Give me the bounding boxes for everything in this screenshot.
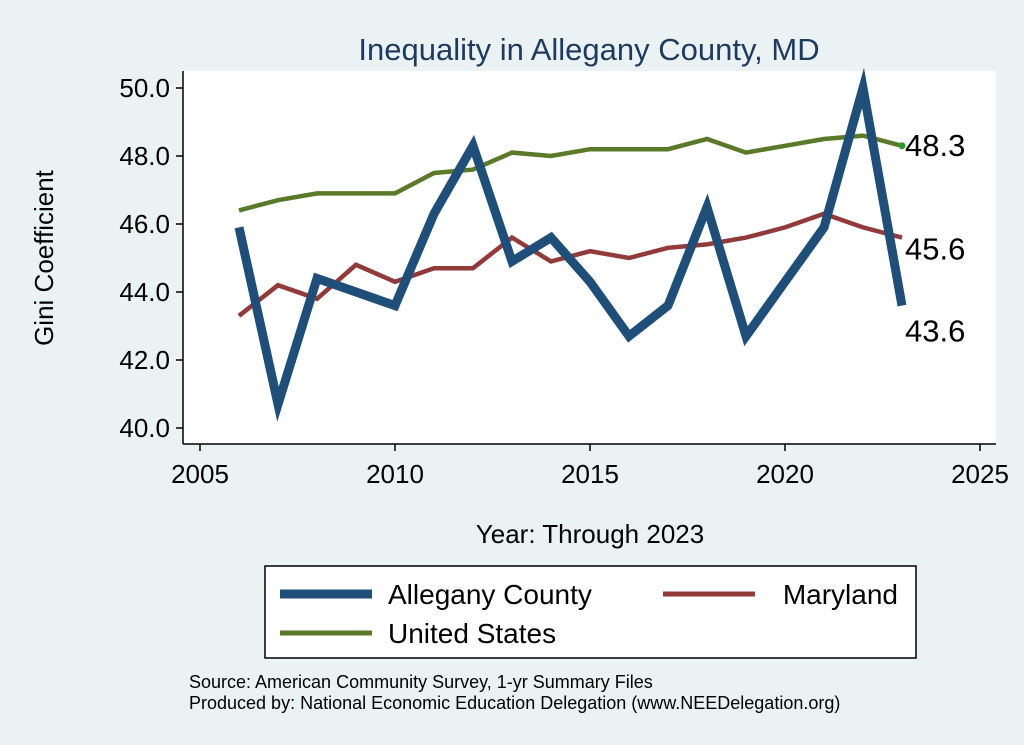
end-label-maryland: 45.6 [905,232,965,267]
y-tick-label: 42.0 [119,345,170,375]
y-axis-ticks: 40.0 42.0 44.0 46.0 48.0 50.0 [119,73,183,443]
legend-box [264,565,917,659]
y-tick-label: 46.0 [119,209,170,239]
legend-label-united-states: United States [388,618,556,649]
series-line-allegany-county [234,67,907,422]
x-tick-label: 2015 [561,459,619,489]
end-labels: 43.6 45.6 48.3 [905,128,965,349]
y-tick-label: 50.0 [119,73,170,103]
series-line-united-states [238,133,903,213]
x-tick-label: 2025 [951,459,1009,489]
end-label-united-states: 48.3 [905,128,965,163]
legend-label-maryland: Maryland [783,579,898,610]
producer-note: Produced by: National Economic Education… [189,693,840,713]
plot-area [183,71,996,444]
source-note: Source: American Community Survey, 1-yr … [189,672,653,692]
series-lines [234,67,907,422]
x-axis-title: Year: Through 2023 [476,519,704,549]
end-label-allegany-county: 43.6 [905,314,965,349]
y-tick-label: 40.0 [119,413,170,443]
x-axis-ticks: 2005 2010 2015 2020 2025 [171,444,1009,489]
x-tick-label: 2010 [366,459,424,489]
end-marker-united-states [898,142,906,150]
x-tick-label: 2020 [756,459,814,489]
legend-label-allegany-county: Allegany County [388,579,592,610]
y-axis-title: Gini Coefficient [29,169,59,346]
x-tick-label: 2005 [171,459,229,489]
y-tick-label: 48.0 [119,141,170,171]
chart-title: Inequality in Allegany County, MD [358,32,819,67]
legend: Allegany County Maryland United States [264,565,917,659]
y-tick-label: 44.0 [119,277,170,307]
